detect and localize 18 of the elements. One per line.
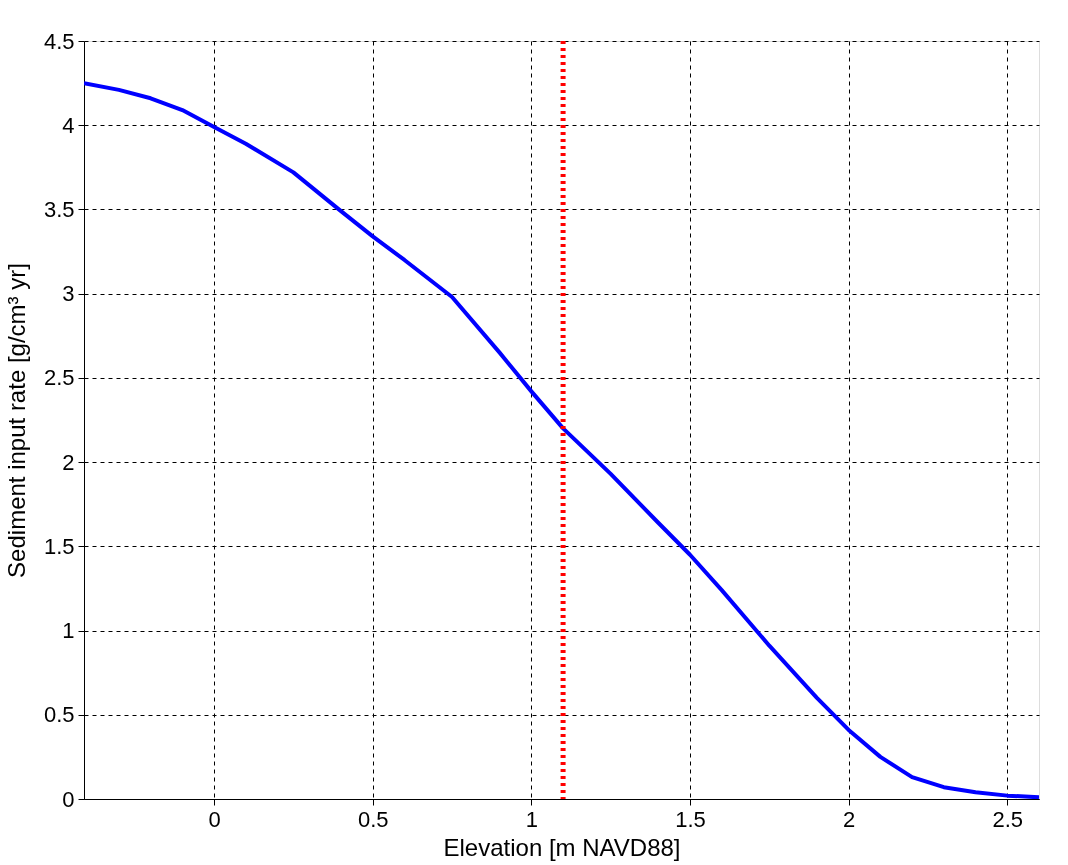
x-tick-label: 1 [525, 806, 538, 832]
y-tick-label: 4 [62, 112, 75, 138]
x-axis-title: Elevation [m NAVD88] [443, 833, 681, 861]
y-tick-label: 3.5 [43, 196, 75, 222]
y-axis-title: Sediment input rate [g/cm³ yr] [2, 263, 30, 578]
x-tick-label: 2 [843, 806, 856, 832]
y-tick-label: 3 [62, 281, 75, 307]
y-tick-label: 0 [62, 786, 75, 812]
y-tick-label: 4.5 [43, 28, 75, 54]
x-tick-label: 1.5 [675, 806, 706, 832]
x-tick-label: 0 [208, 806, 221, 832]
y-tick-label: 0.5 [43, 702, 75, 728]
x-tick-label: 0.5 [357, 806, 389, 832]
y-tick-label: 2 [62, 449, 75, 475]
x-tick-label: 2.5 [992, 806, 1024, 832]
y-tick-label: 1.5 [43, 533, 75, 559]
y-tick-label: 2.5 [43, 365, 75, 391]
y-tick-label: 1 [62, 618, 75, 644]
